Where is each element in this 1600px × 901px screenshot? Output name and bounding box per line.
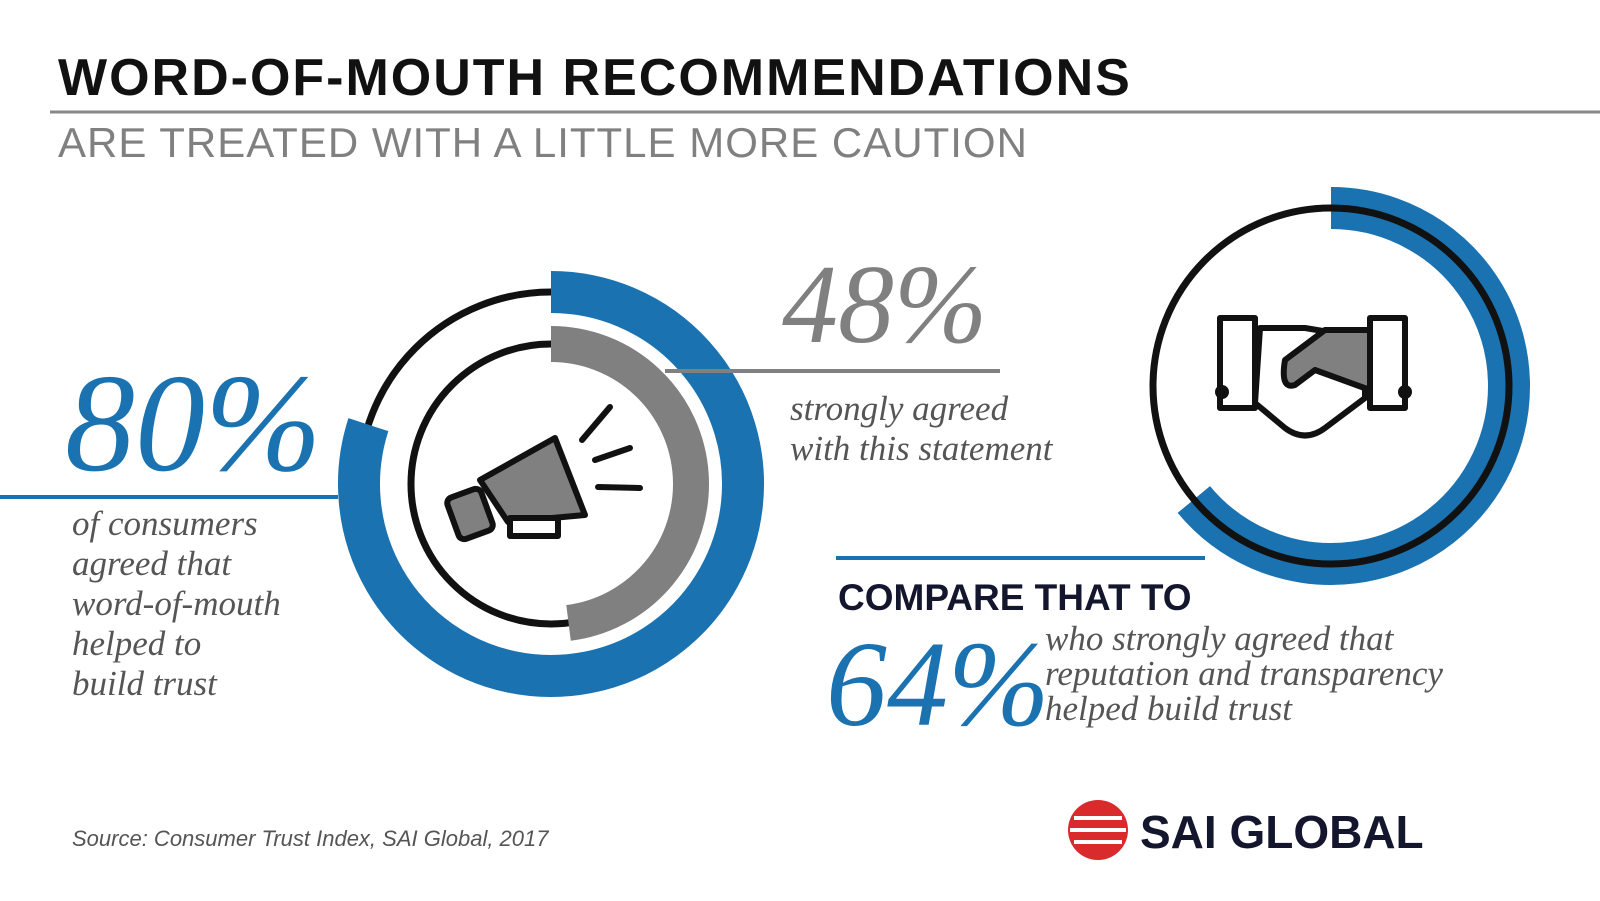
stat-text: strongly agreed bbox=[790, 389, 1009, 428]
stat-text: word-of-mouth bbox=[72, 584, 281, 623]
title: WORD-OF-MOUTH RECOMMENDATIONS bbox=[58, 49, 1132, 107]
logo-icon bbox=[1068, 800, 1128, 860]
donut-arc bbox=[338, 271, 764, 697]
stat-text: helped to bbox=[72, 624, 201, 663]
stat-number: 64% bbox=[826, 617, 1050, 752]
source: Source: Consumer Trust Index, SAI Global… bbox=[72, 826, 549, 851]
stat-text: with this statement bbox=[790, 429, 1054, 468]
stat-heading: COMPARE THAT TO bbox=[838, 577, 1192, 618]
right-ring bbox=[1149, 204, 1513, 568]
stat-number: 80% bbox=[65, 346, 322, 501]
stat-text: agreed that bbox=[72, 544, 232, 583]
stat-number: 48% bbox=[782, 243, 987, 367]
logo-text: SAI GLOBAL bbox=[1140, 806, 1424, 858]
handshake-icon bbox=[1215, 315, 1412, 439]
stat-text: of consumers bbox=[72, 504, 258, 543]
donut-arc bbox=[550, 326, 709, 641]
stat-text: build trust bbox=[72, 664, 218, 703]
stat-text: reputation and transparency bbox=[1045, 654, 1443, 693]
stat-text: who strongly agreed that bbox=[1045, 619, 1395, 658]
stat-text: helped build trust bbox=[1045, 689, 1293, 728]
subtitle: ARE TREATED WITH A LITTLE MORE CAUTION bbox=[58, 119, 1028, 166]
megaphone-icon bbox=[444, 404, 643, 543]
